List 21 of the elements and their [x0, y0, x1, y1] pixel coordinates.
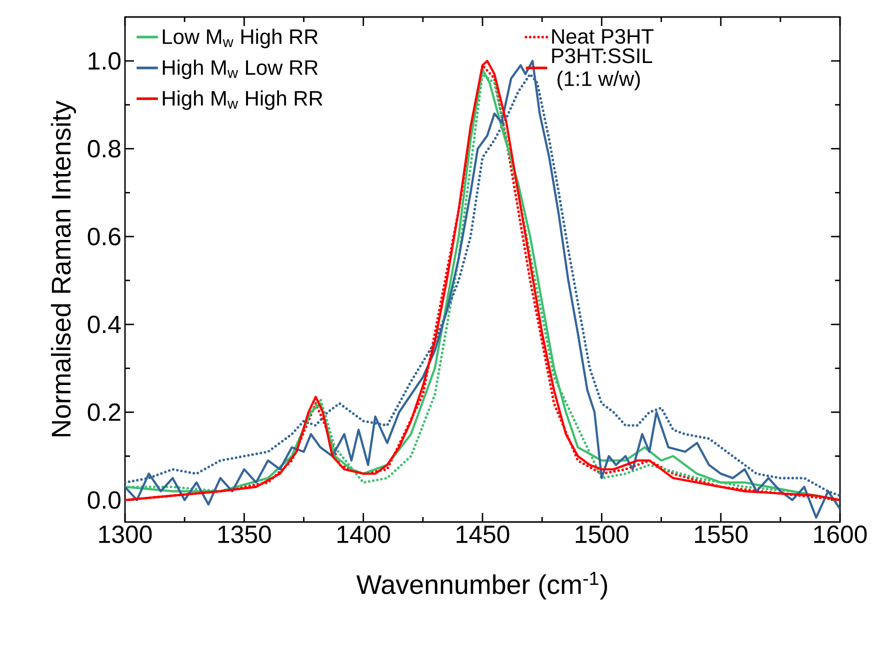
x-axis-title: Wavennumber (cm$^{-1}$) [356, 572, 608, 600]
y-tick-label: 0.6 [88, 228, 120, 246]
y-tick-label: 0.2 [88, 403, 120, 422]
x-tick-label: 1600 [814, 526, 867, 544]
x-tick-label: 1450 [456, 526, 510, 544]
legend-label: High M$_{w}$ High RR [162, 90, 322, 110]
y-tick-label: 0.4 [88, 316, 121, 334]
x-tick-label: 1350 [218, 526, 271, 544]
y-axis-title: Normalised Raman Intensity [50, 100, 76, 436]
x-tick-label: 1500 [576, 526, 628, 544]
annotation: P3HT:SSIL [552, 48, 652, 64]
annotation: (1:1 w/w) [558, 70, 640, 90]
x-tick-label: 1300 [99, 526, 152, 544]
legend-label: Neat P3HT [552, 29, 654, 44]
y-tick-label: 0.8 [88, 140, 120, 158]
y-tick-label: 0.0 [88, 491, 121, 509]
x-tick-label: 1550 [695, 526, 748, 544]
y-tick-label: 1.0 [88, 52, 121, 70]
x-tick-label: 1400 [338, 526, 390, 544]
legend-label: High M$_{w}$ Low RR [162, 60, 318, 80]
legend-label: Low M$_{w}$ High RR [162, 28, 318, 48]
